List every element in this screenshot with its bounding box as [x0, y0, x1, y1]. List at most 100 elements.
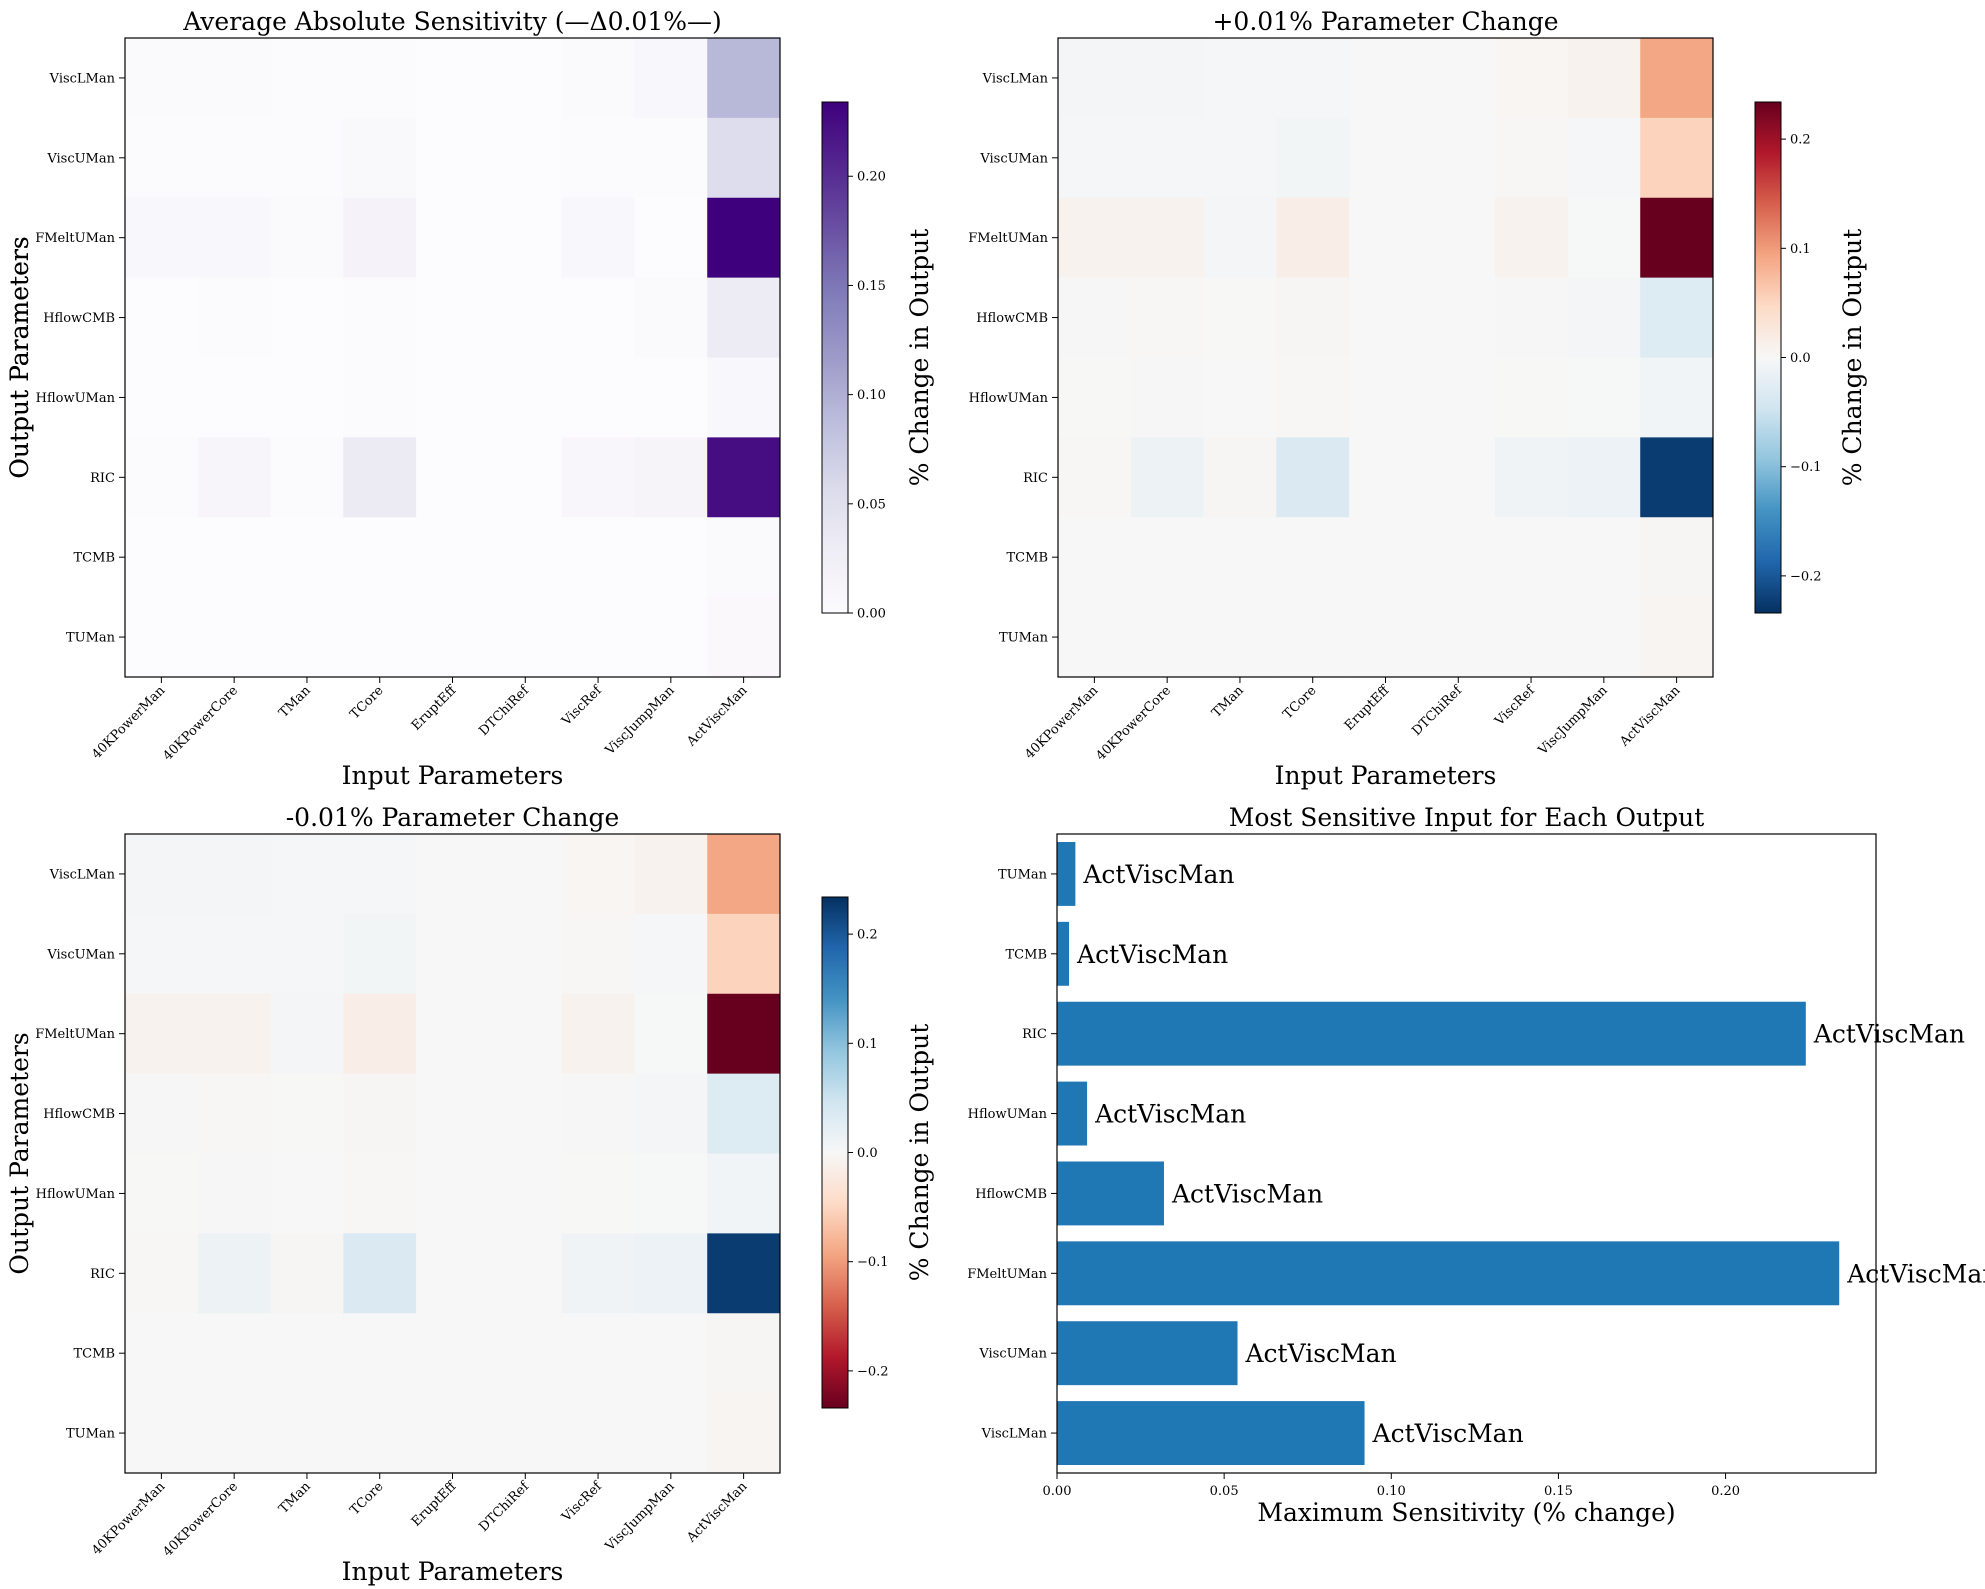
y-tick-label-RIC: RIC	[90, 1267, 115, 1282]
heatmap-cell-minus-FMeltUMan-ViscJumpMan	[634, 993, 708, 1075]
heatmap-cell-minus-RIC-40KPowerMan	[125, 1233, 199, 1314]
bar-frame	[1056, 833, 1877, 1474]
x-tick-label-ViscRef: ViscRef	[559, 682, 606, 729]
heatmap-cell-plus-HflowCMB-TMan	[1203, 277, 1277, 358]
heatmap-cell-avg-TUMan-ActViscMan	[707, 597, 781, 678]
heatmap-cell-plus-FMeltUMan-ViscJumpMan	[1567, 197, 1641, 279]
heatmap-cell-minus-HflowCMB-40KPowerCore	[197, 1073, 272, 1154]
heatmap-cell-avg-TCMB-40KPowerCore	[197, 517, 272, 598]
heatmap-cell-avg-TCMB-TCore	[343, 517, 417, 598]
heatmap-panel-average: ViscLMan ViscUMan FMeltUMan HflowCMB HflowUM…	[5, 7, 934, 790]
heatmap-cell-minus-ViscUMan-EruptEff	[416, 913, 490, 995]
heatmap-cell-minus-HflowUMan-EruptEff	[416, 1153, 490, 1234]
colorbar-tick-label: 0.15	[857, 279, 886, 294]
heatmap-cell-avg-ViscLMan-TCore	[343, 38, 417, 119]
y-tick-label-HflowCMB: HflowCMB	[976, 311, 1048, 326]
heatmap-cell-minus-TCMB-ViscRef	[561, 1313, 635, 1394]
heatmap-cell-minus-FMeltUMan-DTChiRef	[488, 993, 563, 1075]
heatmap-cell-plus-TUMan-40KPowerCore	[1130, 597, 1205, 678]
bar-label-ViscUMan: ActViscMan	[1245, 1339, 1397, 1368]
y-tick-label-HflowCMB: HflowCMB	[43, 1107, 115, 1122]
heatmap-cell-plus-TCMB-EruptEff	[1349, 517, 1423, 598]
heatmap-cell-avg-RIC-40KPowerCore	[197, 437, 272, 518]
heatmap-cell-minus-TCMB-TCore	[343, 1313, 417, 1394]
x-tick-label-40KPowerMan: 40KPowerMan	[89, 683, 168, 762]
y-tick-label-TCMB: TCMB	[74, 1347, 115, 1362]
x-tick-label-TCore: TCore	[347, 1479, 386, 1518]
bar-label-TUMan: ActViscMan	[1082, 860, 1234, 889]
heatmap-cell-avg-HflowUMan-TCore	[343, 357, 417, 438]
heatmap-cell-minus-RIC-EruptEff	[416, 1233, 490, 1314]
heatmap-cell-minus-HflowCMB-ViscRef	[561, 1073, 635, 1154]
heatmap-cell-minus-ViscUMan-ViscRef	[561, 913, 635, 995]
heatmap-cell-avg-HflowCMB-TMan	[270, 277, 344, 358]
heatmap-cell-minus-FMeltUMan-ViscRef	[561, 993, 635, 1075]
heatmap-cell-plus-RIC-ViscJumpMan	[1567, 437, 1641, 518]
heatmap-cell-avg-HflowCMB-DTChiRef	[488, 277, 563, 358]
heatmap-cell-minus-HflowUMan-ViscRef	[561, 1153, 635, 1234]
chart-title: +0.01% Parameter Change	[1212, 7, 1558, 36]
x-tick-label-ViscJumpMan: ViscJumpMan	[602, 1479, 678, 1555]
heatmap-cell-avg-ViscLMan-40KPowerMan	[125, 38, 199, 119]
heatmap-cell-avg-TCMB-TMan	[270, 517, 344, 598]
heatmap-cell-plus-FMeltUMan-ActViscMan	[1640, 197, 1714, 279]
heatmap-cell-plus-TCMB-ViscJumpMan	[1567, 517, 1641, 598]
x-tick-label-EruptEff: EruptEff	[1342, 682, 1394, 734]
heatmap-cell-minus-TUMan-40KPowerCore	[197, 1393, 272, 1474]
heatmap-cell-minus-HflowUMan-ViscJumpMan	[634, 1153, 708, 1234]
colorbar-tick-label: 0.00	[857, 607, 886, 622]
heatmap-cell-minus-TCMB-DTChiRef	[488, 1313, 563, 1394]
bar-ViscUMan	[1057, 1321, 1238, 1386]
heatmap-panel-minus: ViscLMan ViscUMan FMeltUMan HflowCMB HflowUM…	[5, 803, 934, 1586]
heatmap-cell-avg-TUMan-ViscJumpMan	[634, 597, 708, 678]
bar-HflowCMB	[1057, 1161, 1164, 1226]
heatmap-cell-avg-FMeltUMan-ViscRef	[561, 197, 635, 279]
heatmap-cell-plus-ViscLMan-ViscJumpMan	[1567, 38, 1641, 119]
colorbar-tick-label: 0.0	[857, 1146, 878, 1161]
heatmap-cell-avg-ViscUMan-ViscRef	[561, 117, 635, 199]
heatmap-cell-minus-FMeltUMan-EruptEff	[416, 993, 490, 1075]
heatmap-cell-avg-ViscLMan-EruptEff	[416, 38, 490, 119]
heatmap-cell-minus-RIC-ActViscMan	[707, 1233, 781, 1314]
bar-label-RIC: ActViscMan	[1813, 1020, 1965, 1049]
heatmap-cell-minus-RIC-DTChiRef	[488, 1233, 563, 1314]
heatmap-cell-minus-TCMB-ViscJumpMan	[634, 1313, 708, 1394]
heatmap-cell-plus-ViscLMan-EruptEff	[1349, 38, 1423, 119]
bar-FMeltUMan	[1057, 1241, 1840, 1306]
heatmap-cell-avg-RIC-DTChiRef	[488, 437, 563, 518]
heatmap-cell-plus-ViscUMan-ActViscMan	[1640, 117, 1714, 199]
colorbar-tick-label: 0.2	[1790, 133, 1811, 148]
heatmap-cell-plus-HflowCMB-TCore	[1276, 277, 1350, 358]
heatmap-cell-minus-ViscUMan-ActViscMan	[707, 913, 781, 995]
heatmap-cell-plus-ViscLMan-DTChiRef	[1421, 38, 1496, 119]
x-tick-label: 0.15	[1544, 1484, 1573, 1499]
heatmap-cell-avg-RIC-ViscRef	[561, 437, 635, 518]
y-tick-label-TUMan: TUMan	[66, 1427, 116, 1442]
heatmap-cell-avg-FMeltUMan-40KPowerCore	[197, 197, 272, 279]
heatmap-cell-avg-FMeltUMan-TMan	[270, 197, 344, 279]
heatmap-cell-avg-HflowCMB-ActViscMan	[707, 277, 781, 358]
heatmap-cell-minus-ViscUMan-ViscJumpMan	[634, 913, 708, 995]
heatmap-cell-minus-ViscUMan-40KPowerCore	[197, 913, 272, 995]
bar-TCMB	[1057, 921, 1070, 986]
heatmap-cell-avg-RIC-TCore	[343, 437, 417, 518]
x-tick-label-ViscRef: ViscRef	[559, 1478, 606, 1525]
y-tick-label-ViscLMan: ViscLMan	[981, 1427, 1048, 1442]
heatmap-cell-plus-ViscLMan-40KPowerCore	[1130, 38, 1205, 119]
heatmap-cell-avg-ViscUMan-TMan	[270, 117, 344, 199]
heatmap-cell-plus-ViscUMan-EruptEff	[1349, 117, 1423, 199]
heatmap-cell-minus-FMeltUMan-TCore	[343, 993, 417, 1075]
x-tick-label-TCore: TCore	[1280, 683, 1319, 722]
heatmap-cell-minus-TCMB-40KPowerMan	[125, 1313, 199, 1394]
heatmap-cell-avg-ViscLMan-40KPowerCore	[197, 38, 272, 119]
y-tick-label-ViscLMan: ViscLMan	[49, 71, 116, 86]
heatmap-cell-minus-HflowUMan-40KPowerMan	[125, 1153, 199, 1234]
y-tick-label-RIC: RIC	[1023, 471, 1048, 486]
y-tick-label-RIC: RIC	[90, 471, 115, 486]
y-tick-label-FMeltUMan: FMeltUMan	[35, 1027, 115, 1042]
heatmap-cell-avg-TCMB-ActViscMan	[707, 517, 781, 598]
heatmap-cell-plus-TCMB-40KPowerCore	[1130, 517, 1205, 598]
heatmap-cell-plus-ViscUMan-TMan	[1203, 117, 1277, 199]
heatmap-cell-plus-TCMB-TCore	[1276, 517, 1350, 598]
